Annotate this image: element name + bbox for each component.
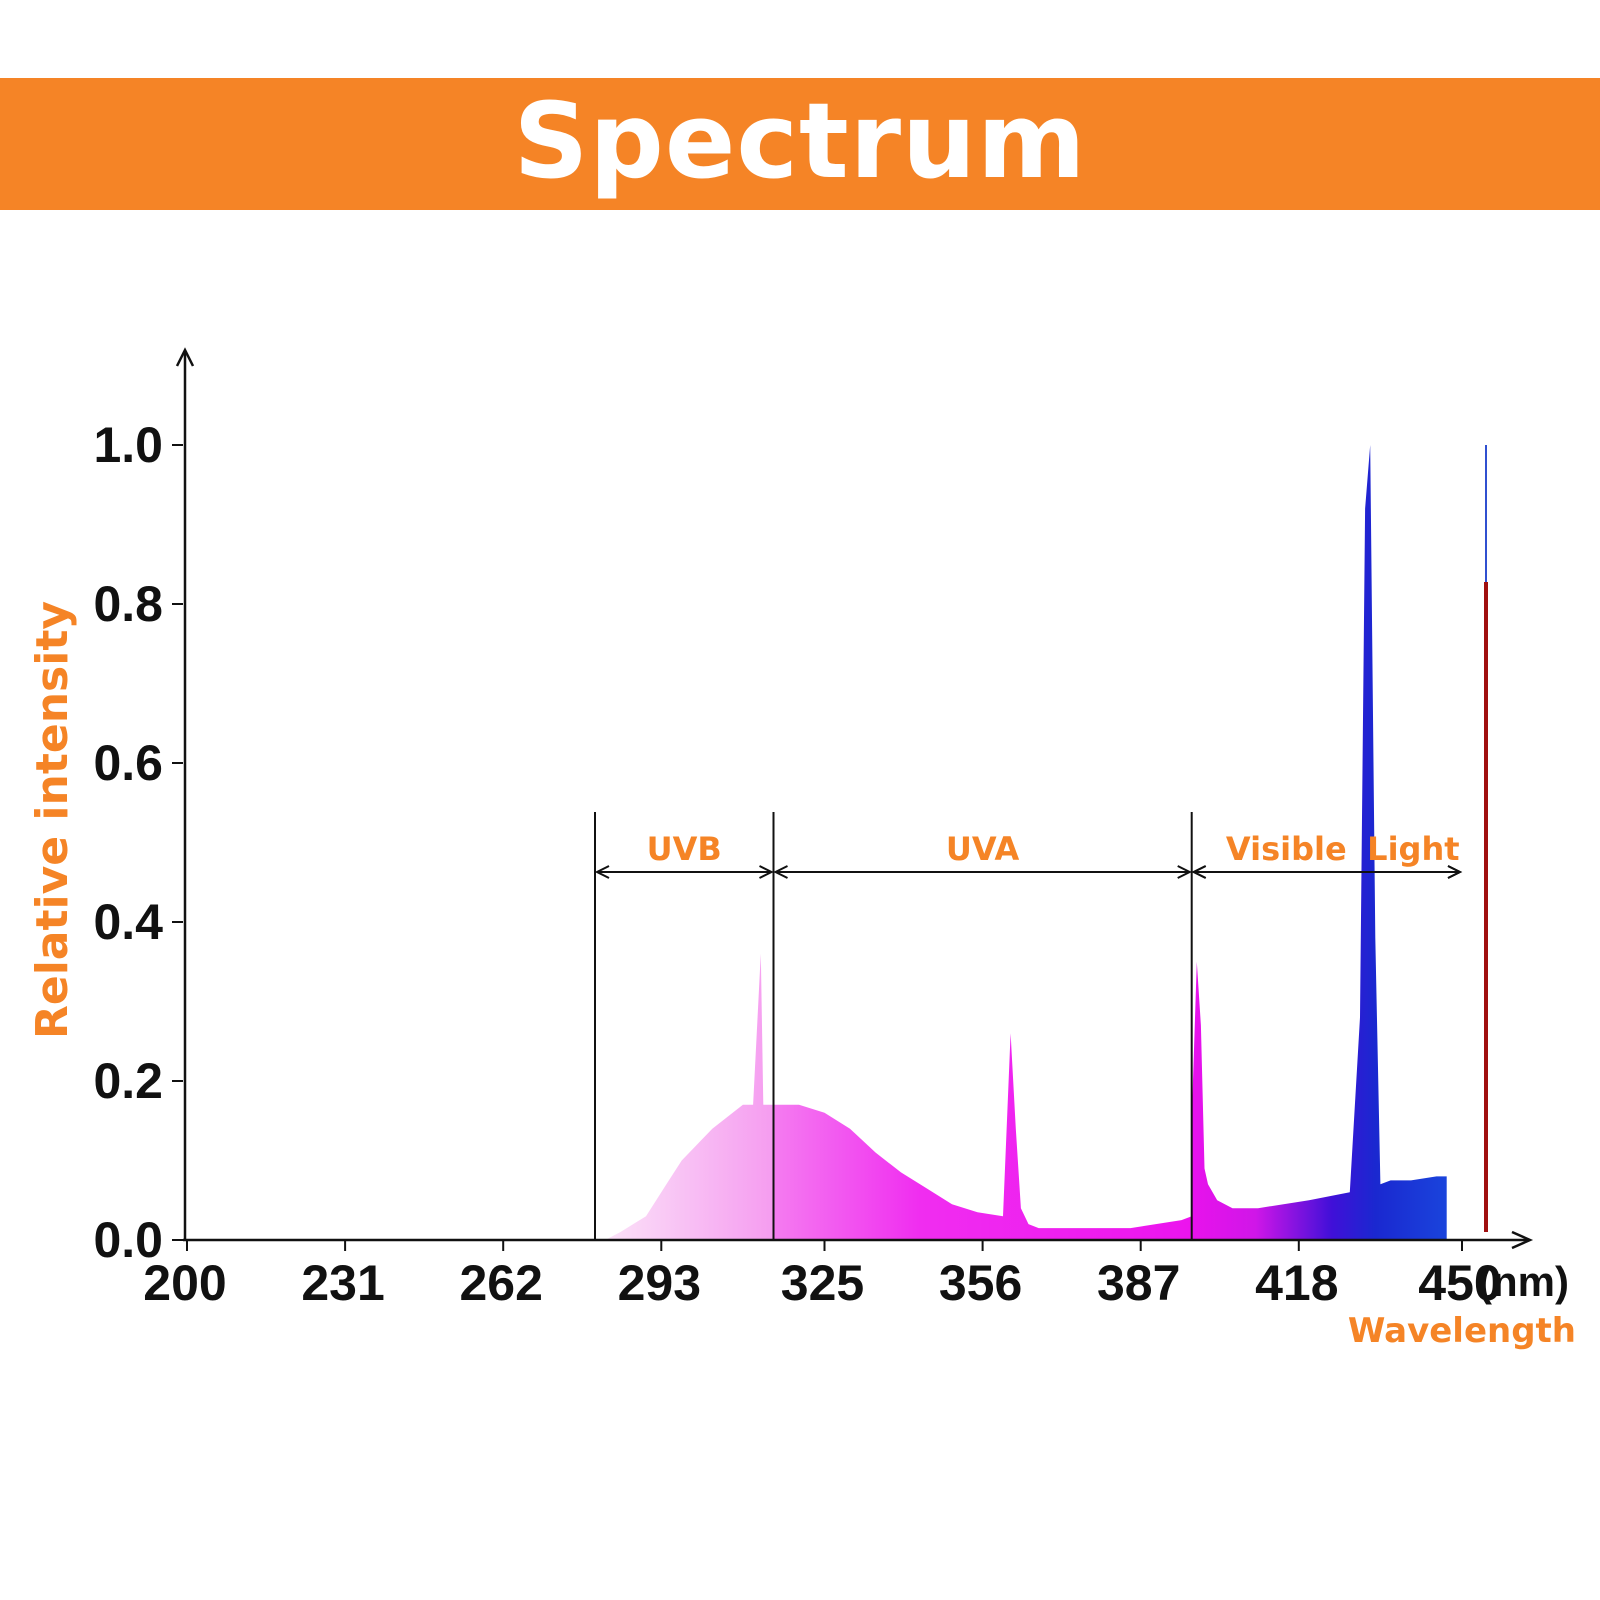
x-unit-label: (nm) [1478, 1258, 1569, 1305]
y-tick-label: 0.0 [93, 1212, 163, 1268]
x-tick-label: 262 [459, 1255, 542, 1311]
x-tick-label: 231 [301, 1255, 384, 1311]
band-label-light: Light [1367, 830, 1459, 868]
band-label-uva: UVA [946, 830, 1020, 868]
x-tick-label: 387 [1097, 1255, 1180, 1311]
x-tick-label: 418 [1255, 1255, 1338, 1311]
y-tick-label: 1.0 [93, 417, 163, 473]
y-tick-label: 0.2 [93, 1053, 163, 1109]
y-tick-label: 0.6 [93, 735, 163, 791]
band-range-arrow-uvb-head-right [759, 865, 774, 879]
band-range-arrow-uva-head-right [1177, 865, 1192, 879]
band-range-arrow-light-head-left [1191, 865, 1207, 879]
x-tick-label: 356 [939, 1255, 1022, 1311]
y-tick-label: 0.4 [93, 894, 163, 950]
series-area-1 [605, 953, 774, 1240]
page-title: Spectrum [513, 80, 1087, 202]
x-tick-label: 325 [781, 1255, 864, 1311]
band-range-arrow-light-head-right [1447, 865, 1463, 879]
band-range-arrow-uva-head-left [773, 865, 788, 879]
band-label-visible: Visible [1226, 830, 1347, 868]
series-area-2 [773, 1033, 1192, 1239]
x-tick-label: 293 [618, 1255, 701, 1311]
x-axis-arrow [1511, 1230, 1534, 1250]
y-axis-arrow [175, 347, 195, 367]
x-axis-title: Wavelength [1348, 1311, 1576, 1351]
band-range-arrow-uvb-head-left [594, 865, 610, 879]
y-tick-label: 0.8 [93, 576, 163, 632]
x-tick-label: 200 [143, 1255, 226, 1311]
band-label-uvb: UVB [647, 830, 722, 868]
x-tick-label: 450 [1418, 1255, 1501, 1311]
title-banner: Spectrum [0, 78, 1600, 210]
y-axis-title: Relative intensity [27, 601, 78, 1039]
